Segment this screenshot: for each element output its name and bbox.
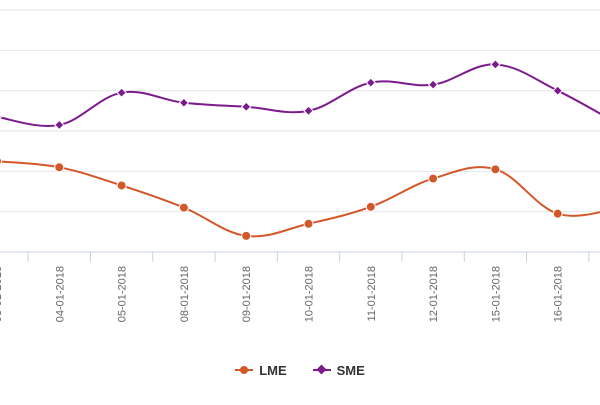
x-tick-label: 10-01-2018: [304, 266, 316, 322]
lme-point-9[interactable]: [552, 208, 563, 219]
x-tick-label: 09-01-2018: [241, 266, 253, 322]
lme-point-3[interactable]: [178, 202, 189, 213]
x-tick-label: 04-01-2018: [54, 266, 66, 322]
sme-point-1[interactable]: [54, 119, 65, 131]
sme-point-4[interactable]: [240, 101, 252, 113]
lme-legend-label: LME: [259, 362, 287, 378]
x-tick-label: 05-01-2018: [117, 266, 129, 322]
sme-point-0[interactable]: [0, 112, 3, 121]
sme-point-5[interactable]: [303, 105, 314, 117]
sme-point-8[interactable]: [490, 59, 501, 70]
gridlines: [0, 9, 600, 253]
x-tick-label: 11-01-2018: [366, 266, 378, 321]
lme-legend-symbol: [235, 365, 254, 375]
legend-item-sme[interactable]: SME: [312, 362, 365, 378]
sme-point-2[interactable]: [116, 87, 127, 98]
series-markers: [0, 59, 563, 241]
x-tick-label: 12-01-2018: [428, 266, 440, 322]
lme-point-4[interactable]: [241, 230, 252, 241]
lme-point-5[interactable]: [303, 218, 314, 229]
sme-point-3[interactable]: [178, 97, 190, 108]
x-tick-label: 16-01-2018: [553, 266, 565, 322]
lme-point-2[interactable]: [116, 180, 127, 191]
sme-series-line: [0, 63, 600, 127]
legend-item-lme[interactable]: LME: [235, 362, 287, 378]
lme-point-6[interactable]: [365, 201, 376, 212]
lme-point-1[interactable]: [54, 162, 65, 173]
chart-legend: LME SME: [0, 358, 600, 382]
sme-point-7[interactable]: [427, 79, 439, 90]
x-tick-label: 08-01-2018: [179, 266, 191, 322]
sme-point-6[interactable]: [365, 77, 377, 88]
sme-point-9[interactable]: [552, 85, 563, 96]
x-tick-label: 15-01-2018: [490, 266, 502, 322]
x-tick-label: 03-01-2018: [0, 266, 4, 322]
sme-legend-label: SME: [336, 362, 365, 378]
x-axis: 03-01-2018 04-01-2018 05-01-2018 08-01-2018…: [0, 252, 590, 322]
sme-legend-symbol: [312, 364, 331, 375]
lme-series-line: [0, 160, 600, 238]
lme-point-8[interactable]: [490, 164, 501, 175]
lme-point-7[interactable]: [428, 173, 439, 184]
lme-point-0[interactable]: [0, 157, 2, 166]
